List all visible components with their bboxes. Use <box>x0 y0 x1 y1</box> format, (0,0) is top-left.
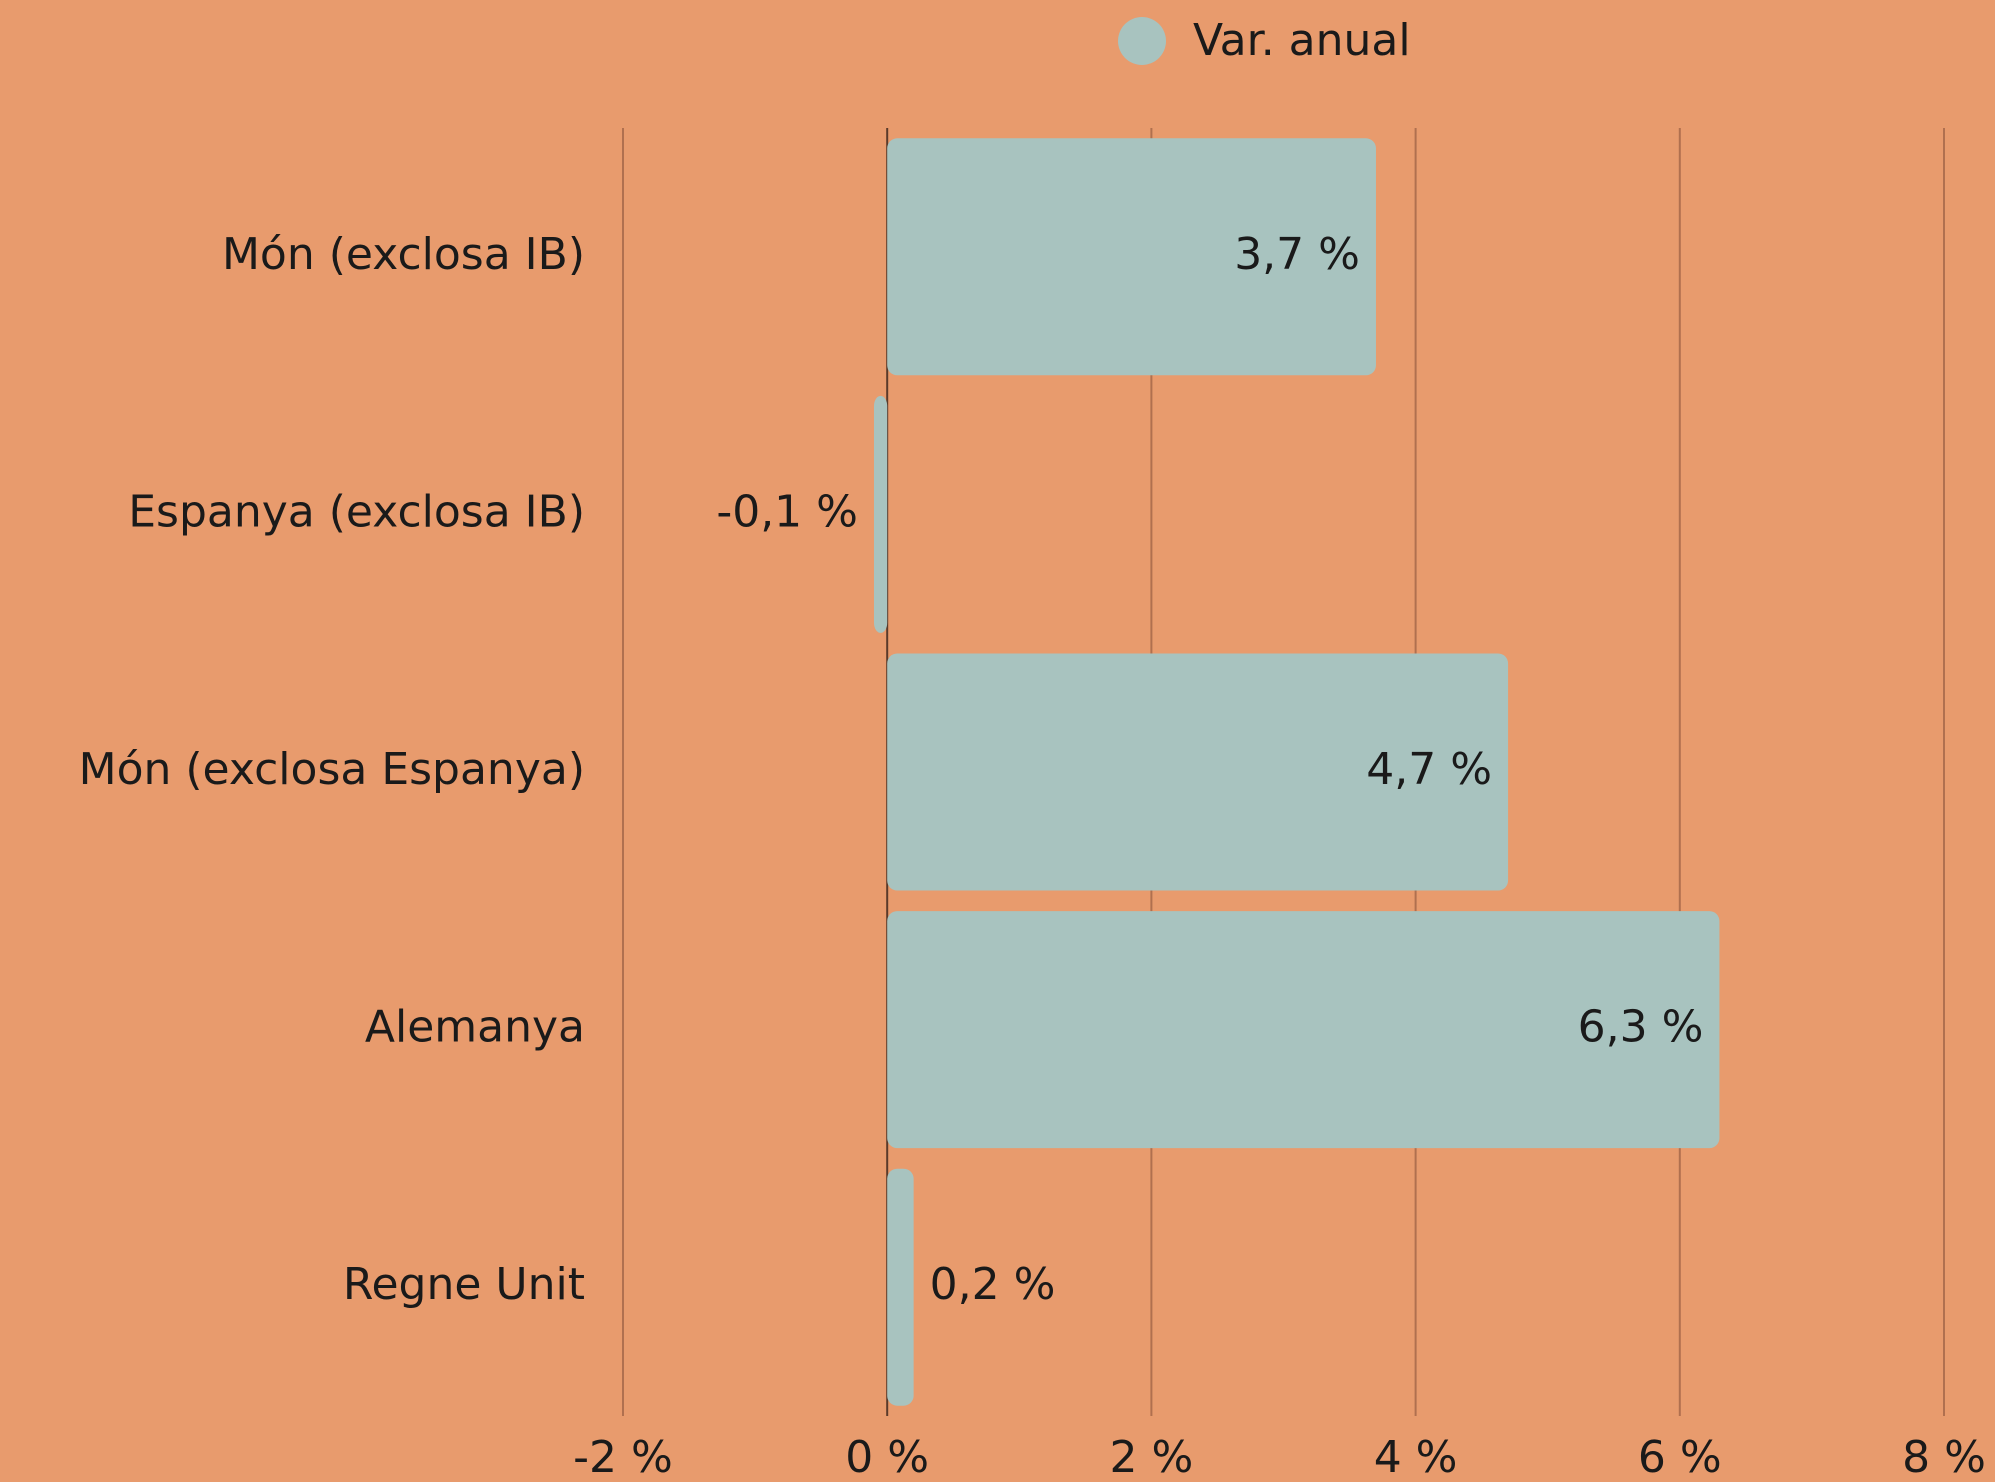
legend-marker <box>1118 17 1166 65</box>
data-label: 6,3 % <box>1578 1002 1704 1053</box>
data-label: -0,1 % <box>716 486 858 537</box>
x-tick-label: 4 % <box>1374 1432 1458 1482</box>
y-tick-label: Alemanya <box>365 1002 585 1053</box>
y-tick-label: Espanya (exclosa IB) <box>128 486 585 537</box>
bar <box>887 138 1376 376</box>
data-label: 0,2 % <box>930 1259 1056 1310</box>
x-tick-label: 0 % <box>845 1432 929 1482</box>
x-tick-label: -2 % <box>573 1432 673 1482</box>
legend-label: Var. anual <box>1193 15 1411 66</box>
y-tick-label: Món (exclosa IB) <box>222 229 585 280</box>
x-tick-label: 8 % <box>1902 1432 1986 1482</box>
x-tick-label: 2 % <box>1110 1432 1194 1482</box>
data-label: 4,7 % <box>1366 744 1492 795</box>
bar <box>887 653 1509 891</box>
y-tick-label: Regne Unit <box>343 1259 585 1310</box>
bar <box>887 1168 914 1406</box>
x-tick-label: 6 % <box>1638 1432 1722 1482</box>
bar <box>873 395 888 633</box>
bar <box>887 911 1720 1149</box>
y-tick-label: Món (exclosa Espanya) <box>79 744 585 795</box>
data-label: 3,7 % <box>1234 229 1360 280</box>
